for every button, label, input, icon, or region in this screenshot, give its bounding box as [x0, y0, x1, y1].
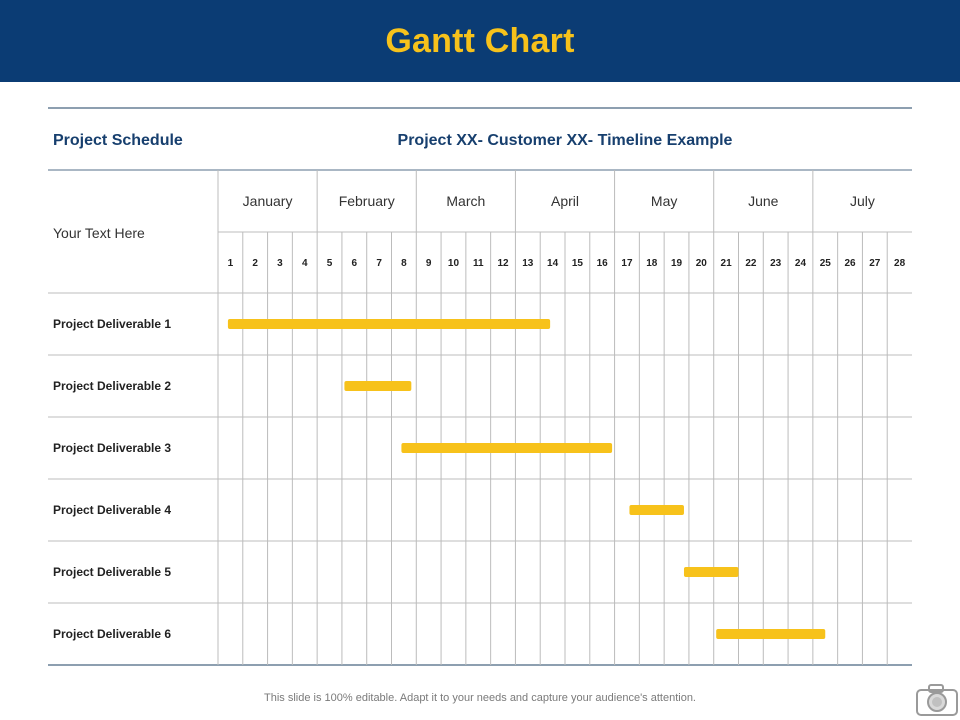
period-label: 9: [426, 258, 432, 269]
gantt-grid: [48, 107, 912, 666]
task-label: Project Deliverable 6: [53, 627, 171, 641]
gantt-bar: [344, 381, 412, 391]
month-label: March: [446, 193, 485, 209]
task-labels: Project Deliverable 1 Project Deliverable…: [53, 317, 171, 641]
period-label: 6: [352, 258, 358, 269]
gantt-bar: [683, 567, 739, 577]
page-title: Gantt Chart: [385, 21, 575, 60]
period-label: 28: [894, 258, 906, 269]
task-label: Project Deliverable 4: [53, 503, 171, 517]
camera-icon: [916, 684, 958, 716]
period-label: 2: [252, 258, 258, 269]
period-label: 25: [820, 258, 832, 269]
period-label: 18: [646, 258, 658, 269]
header-banner: Gantt Chart: [0, 0, 960, 82]
period-label: 20: [696, 258, 708, 269]
period-label: 26: [844, 258, 856, 269]
period-label: 27: [869, 258, 881, 269]
project-schedule-heading: Project Schedule: [53, 132, 183, 149]
month-label: January: [243, 193, 293, 209]
gantt-bar: [227, 319, 551, 329]
month-labels: January February March April May June July: [243, 193, 875, 209]
period-label: 1: [228, 258, 234, 269]
period-label: 8: [401, 258, 407, 269]
task-label: Project Deliverable 1: [53, 317, 171, 331]
gantt-chart: Project Schedule Project XX- Customer XX…: [48, 107, 912, 666]
period-label: 23: [770, 258, 782, 269]
month-label: May: [651, 193, 677, 209]
task-label: Project Deliverable 2: [53, 379, 171, 393]
period-label: 3: [277, 258, 283, 269]
month-label: February: [339, 193, 395, 209]
period-label: 10: [448, 258, 460, 269]
task-label: Project Deliverable 5: [53, 565, 171, 579]
period-label: 16: [597, 258, 609, 269]
period-label: 19: [671, 258, 683, 269]
period-label: 22: [745, 258, 757, 269]
period-labels: 1 2 3 4 5 6 7 8 9 10 11 12 13 14 15 16 17 18 19 20 21 22 23 24 2…: [228, 258, 906, 269]
gantt-bars: [227, 319, 826, 639]
period-label: 15: [572, 258, 584, 269]
period-label: 14: [547, 258, 559, 269]
month-label: June: [748, 193, 779, 209]
period-label: 11: [473, 258, 484, 269]
gantt-bar: [401, 443, 613, 453]
timeline-heading: Project XX- Customer XX- Timeline Exampl…: [398, 132, 733, 149]
period-label: 12: [497, 258, 509, 269]
period-label: 17: [621, 258, 633, 269]
footer-note: This slide is 100% editable. Adapt it to…: [264, 692, 696, 704]
month-label: April: [551, 193, 579, 209]
period-label: 4: [302, 258, 308, 269]
period-label: 21: [721, 258, 733, 269]
period-label: 13: [522, 258, 534, 269]
gantt-bar: [629, 505, 684, 515]
row-header-text: Your Text Here: [53, 225, 145, 241]
month-label: July: [850, 193, 875, 209]
period-label: 24: [795, 258, 807, 269]
task-label: Project Deliverable 3: [53, 441, 171, 455]
period-label: 5: [327, 258, 333, 269]
period-label: 7: [376, 258, 382, 269]
gantt-bar: [716, 629, 826, 639]
